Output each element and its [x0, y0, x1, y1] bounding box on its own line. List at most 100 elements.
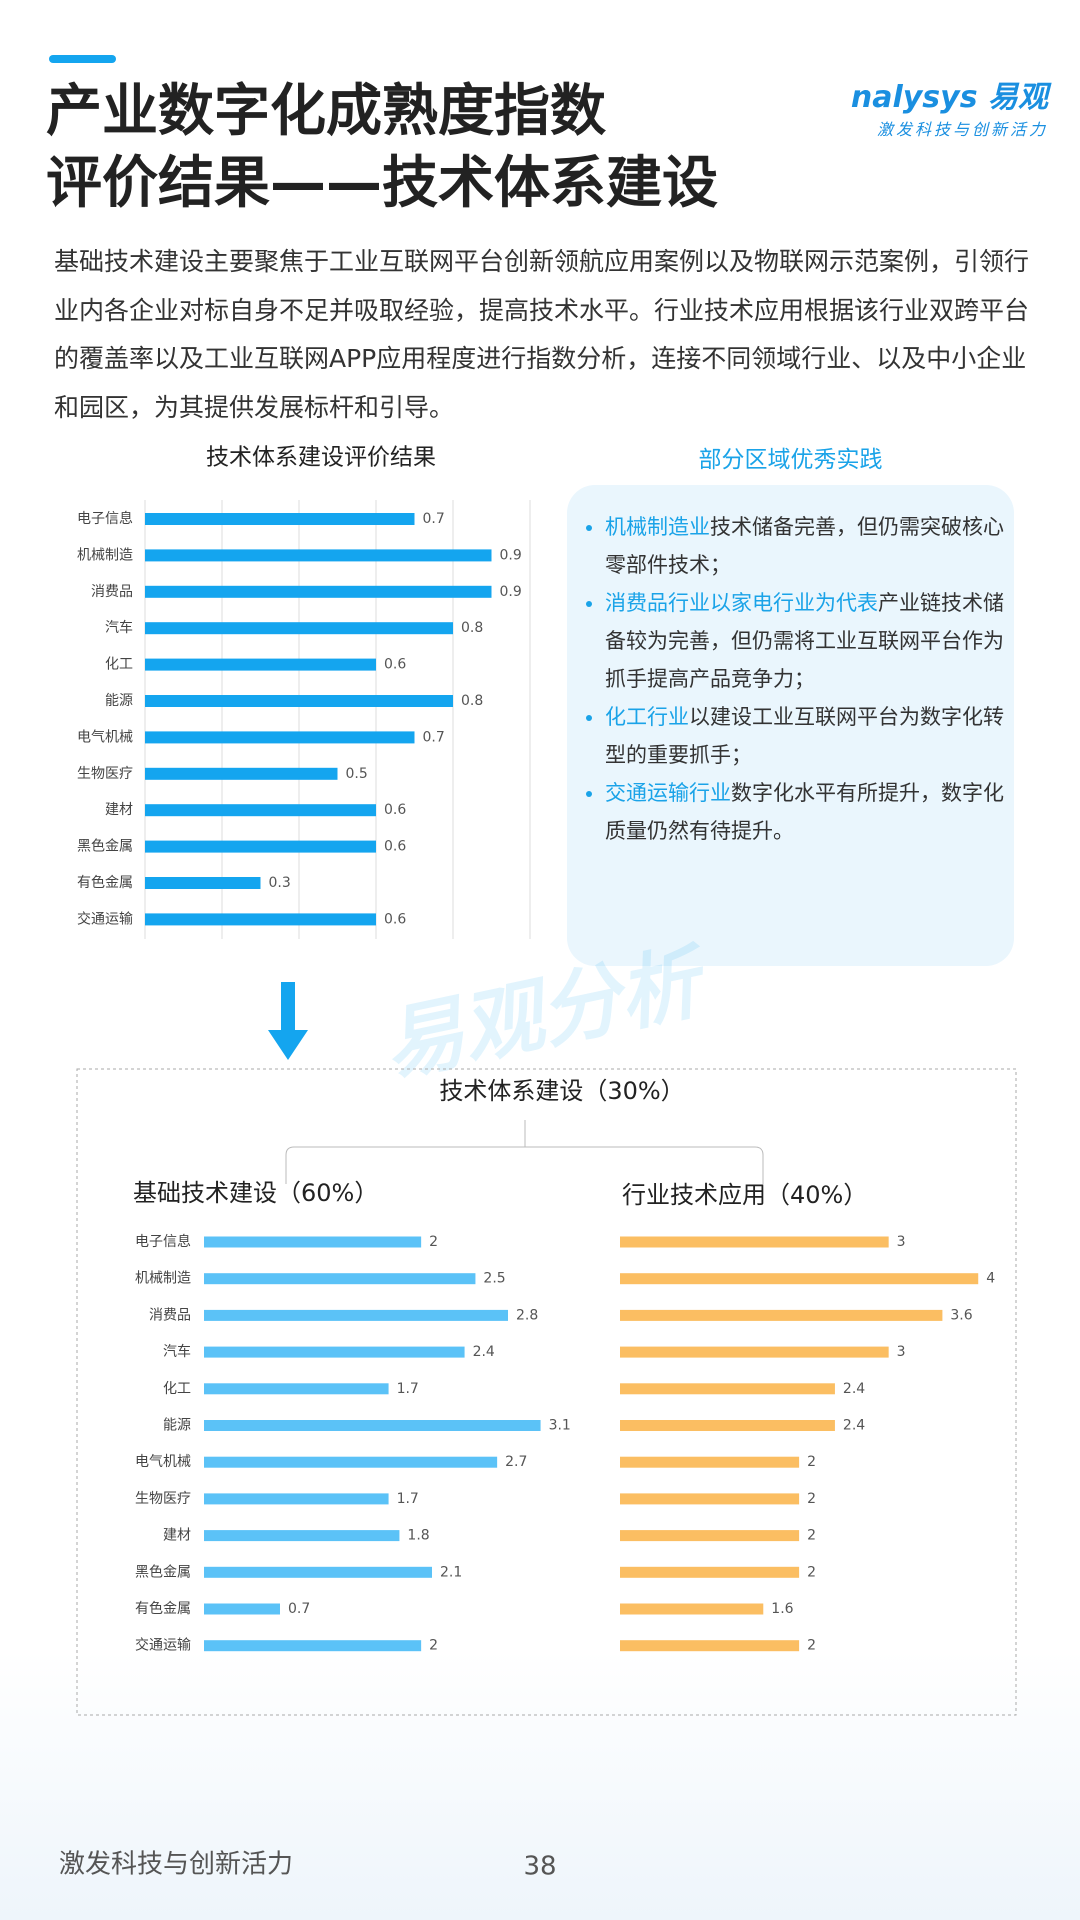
logo-text: nalysys 易观: [850, 80, 1048, 115]
category-label: 电气机械: [77, 729, 133, 745]
practice-item: 交通运输行业数字化水平有所提升，数字化质量仍然有待提升。: [605, 774, 1005, 850]
value-label: 0.8: [461, 620, 483, 636]
bar: [204, 1603, 280, 1615]
bar: [204, 1420, 541, 1431]
chart-title: 行业技术应用（40%）: [622, 1181, 867, 1209]
bar: [145, 767, 338, 780]
category-label: 交通运输: [77, 910, 133, 927]
value-label: 1.7: [397, 1491, 419, 1507]
bar: [204, 1273, 476, 1285]
value-label: 0.5: [346, 766, 368, 782]
bar: [204, 1346, 465, 1358]
intro: 基础技术建设主要聚焦于工业互联网平台创新领航应用案例以及物联网示范案例，引领行业…: [54, 247, 1030, 422]
bar: [204, 1493, 389, 1505]
value-label: 0.6: [384, 657, 406, 673]
value-label: 0.6: [384, 802, 406, 818]
category-label: 汽车: [163, 1343, 191, 1360]
bar: [620, 1346, 889, 1358]
value-label: 3: [897, 1234, 906, 1250]
category-label: 能源: [105, 693, 133, 709]
category-label: 电子信息: [77, 510, 133, 527]
category-label: 机械制造: [77, 547, 133, 563]
value-label: 0.7: [423, 511, 445, 527]
bracket: [285, 1120, 764, 1184]
category-label: 生物医疗: [135, 1491, 191, 1507]
value-label: 3.6: [950, 1307, 972, 1323]
item-text: 数字化水平有所提升，数字化质量仍然有待提升。: [605, 781, 1004, 843]
bar: [620, 1640, 800, 1652]
bar: [620, 1493, 800, 1505]
value-label: 2: [807, 1528, 816, 1544]
category-label: 建材: [163, 1528, 191, 1544]
value-label: 2.4: [843, 1381, 865, 1397]
value-label: 1.8: [407, 1528, 429, 1544]
practice-list: 机械制造业技术储备完善，但仍需突破核心零部件技术； 消费品行业以家电行业为代表产…: [573, 508, 1005, 850]
category-label: 能源: [163, 1418, 191, 1434]
category-label: 机械制造: [135, 1271, 191, 1287]
value-label: 2.1: [440, 1564, 462, 1580]
dashed-box: [76, 1068, 1017, 1716]
bar: [620, 1566, 800, 1578]
item-text: 技术储备完善，但仍需突破核心零部件技术；: [605, 515, 1004, 577]
value-label: 3.1: [549, 1418, 571, 1434]
bar: [145, 695, 453, 707]
bar: [204, 1309, 508, 1321]
category-label: 化工: [105, 657, 133, 673]
bar: [620, 1530, 800, 1542]
value-label: 0.9: [500, 547, 522, 563]
item-text: 产业链技术储备较为完善，但仍需将工业互联网平台作为抓手提高产品竞争力；: [605, 591, 1004, 691]
category-label: 化工: [163, 1381, 191, 1397]
highlight: 机械制造业: [605, 515, 710, 539]
bar: [620, 1383, 835, 1395]
chart-title: 技术体系建设评价结果: [206, 445, 436, 471]
bar: [620, 1603, 764, 1615]
bar: [620, 1420, 835, 1431]
bar: [145, 840, 376, 853]
value-label: 2: [429, 1234, 438, 1250]
value-label: 0.7: [423, 729, 445, 745]
value-label: 1.7: [397, 1381, 419, 1397]
value-label: 2.8: [516, 1307, 538, 1323]
bar: [145, 513, 415, 525]
value-label: 2.5: [483, 1271, 505, 1287]
category-label: 有色金属: [77, 874, 133, 891]
value-label: 2: [429, 1638, 438, 1654]
category-label: 黑色金属: [77, 838, 133, 855]
value-label: 0.6: [384, 911, 406, 927]
title: 产业数字化成熟度指数 评价结果——技术体系建设: [46, 76, 718, 220]
category-label: 交通运输: [135, 1637, 191, 1654]
bar: [145, 585, 492, 598]
bar: [145, 913, 376, 926]
bar: [204, 1383, 389, 1395]
chart-title: 基础技术建设（60%）: [133, 1179, 378, 1207]
category-label: 建材: [105, 802, 133, 818]
bar: [620, 1273, 979, 1285]
page-number: 38: [523, 1852, 556, 1882]
value-label: 2.4: [473, 1344, 495, 1360]
value-label: 2: [807, 1564, 816, 1580]
value-label: 4: [986, 1271, 995, 1287]
category-label: 消费品: [91, 584, 133, 600]
bar: [145, 549, 492, 562]
bar: [204, 1566, 432, 1578]
title-line: 评价结果——技术体系建设: [46, 151, 718, 216]
footer-text: 激发科技与创新活力: [59, 1850, 293, 1880]
item-text: 以建设工业互联网平台为数字化转型的重要抓手；: [605, 705, 1004, 767]
practice-item: 化工行业以建设工业互联网平台为数字化转型的重要抓手；: [605, 698, 1005, 774]
category-label: 电气机械: [135, 1454, 191, 1470]
bar: [145, 731, 415, 744]
value-label: 2: [807, 1491, 816, 1507]
bar: [204, 1456, 498, 1468]
value-label: 0.3: [269, 875, 291, 891]
section-title: 技术体系建设（30%）: [439, 1077, 684, 1105]
title-line: 产业数字化成熟度指数: [46, 79, 606, 144]
value-label: 2.4: [843, 1418, 865, 1434]
bar: [204, 1530, 400, 1542]
category-label: 有色金属: [135, 1600, 191, 1617]
category-label: 汽车: [105, 619, 133, 636]
bar: [204, 1640, 422, 1652]
practice-item: 消费品行业以家电行业为代表产业链技术储备较为完善，但仍需将工业互联网平台作为抓手…: [605, 584, 1005, 698]
tagline: 激发科技与创新活力: [876, 120, 1048, 139]
value-label: 0.6: [384, 839, 406, 855]
